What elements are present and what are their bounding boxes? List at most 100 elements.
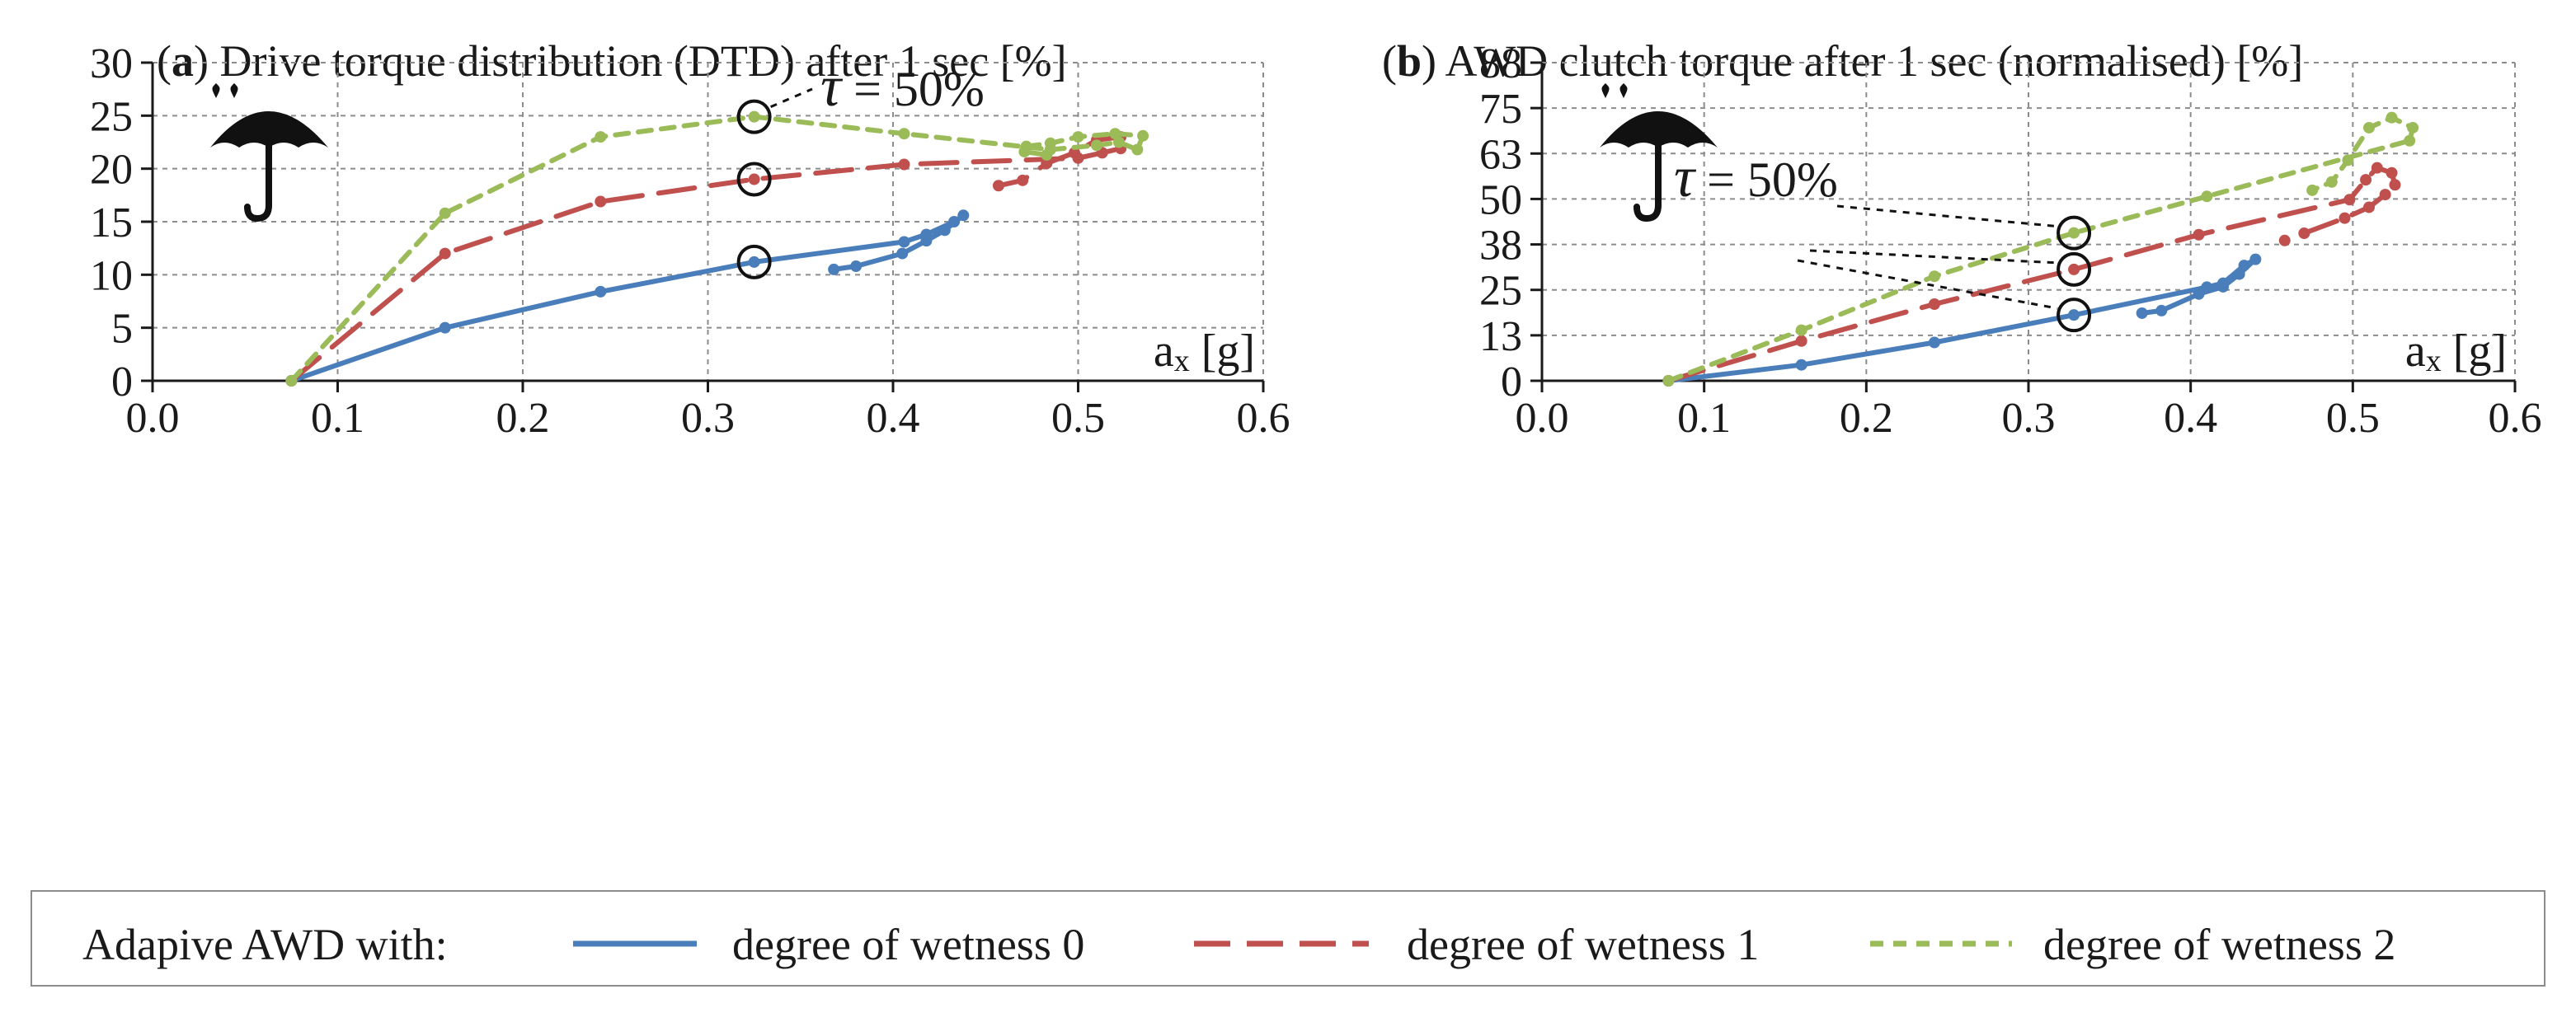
panel-b-x-tick-label: 0.3 (2002, 395, 2056, 442)
data-point-wet2 (2363, 121, 2375, 134)
panel-a-tau-label: τ = 50% (820, 55, 985, 119)
panel-a-y-tick-label: 20 (90, 147, 133, 194)
panel-b-tau-label: τ = 50% (1674, 146, 1838, 209)
panel-b-chart: (b) AWD clutch torque after 1 sec (norma… (1382, 36, 2542, 442)
panel-b-y-tick-label: 25 (1479, 268, 1522, 315)
panel-b-x-tick-label: 0.1 (1677, 395, 1731, 442)
data-point-wet2 (2325, 176, 2338, 188)
panel-b-grid (1542, 62, 2516, 381)
data-point-wet1 (2298, 227, 2310, 240)
data-point-wet0 (828, 263, 840, 275)
data-point-wet0 (2217, 280, 2229, 293)
data-point-wet2 (1090, 139, 1102, 152)
tau-marker-circle (736, 162, 772, 197)
panel-a-x-axis-label: ax [g] (1154, 326, 1255, 378)
data-point-wet0 (2249, 253, 2262, 265)
data-point-wet1 (2389, 179, 2401, 191)
legend-box (31, 890, 2545, 987)
legend-entry-wet2: degree of wetness 2 (2043, 920, 2395, 969)
panel-a-x-tick-label: 0.3 (681, 395, 735, 442)
panel-b-y-tick-label: 13 (1479, 313, 1522, 360)
data-point-wet2 (285, 375, 298, 387)
series-line-wet1 (289, 134, 1124, 383)
series-line-wet0 (1666, 256, 2259, 383)
data-point-wet0 (439, 321, 451, 334)
data-point-wet2 (748, 110, 760, 123)
data-point-wet0 (2201, 281, 2213, 293)
tau-marker-circle (2057, 298, 2092, 333)
panel-a-tau-annotation: τ = 50% (736, 55, 985, 279)
data-point-wet2 (2404, 134, 2416, 147)
data-point-wet2 (1131, 143, 1144, 156)
tau-marker-circle (2057, 251, 2092, 287)
data-point-wet0 (920, 235, 933, 247)
data-point-wet0 (748, 256, 760, 268)
data-point-wet0 (850, 260, 863, 273)
data-point-wet2 (1044, 137, 1056, 149)
panel-b-y-tick-label: 88 (1479, 40, 1522, 87)
data-point-wet1 (2386, 166, 2398, 179)
data-point-wet0 (2155, 304, 2168, 316)
panel-a-y-tick-label: 10 (90, 252, 133, 299)
panel-b-x-tick-label: 0.2 (1840, 395, 1893, 442)
data-point-wet1 (2339, 212, 2351, 224)
panel-b-x-tick-label: 0.5 (2326, 395, 2380, 442)
data-point-wet0 (2193, 288, 2205, 300)
panel-a-x-tick-label: 0.5 (1051, 395, 1105, 442)
panel-b-y-tick-label: 0 (1501, 359, 1522, 406)
data-point-wet1 (2379, 189, 2391, 201)
legend-entry-wet1: degree of wetness 1 (1407, 920, 1759, 969)
panel-a-chart: (a) Drive torque distribution (DTD) afte… (90, 36, 1290, 442)
data-point-wet1 (2193, 228, 2205, 241)
panel-b-y-tick-label: 63 (1479, 131, 1522, 178)
series-wet0-panel-a (285, 209, 970, 387)
panel-a-y-tick-label: 5 (111, 306, 133, 353)
data-point-wet1 (748, 173, 760, 185)
data-point-wet0 (1928, 336, 1940, 349)
panel-a-x-tick-label: 0.0 (126, 395, 180, 442)
data-point-wet0 (595, 285, 607, 298)
tau-leader-line (770, 87, 813, 108)
data-point-wet2 (1662, 375, 1675, 387)
series-line-wet2 (289, 114, 1146, 383)
data-point-wet2 (1137, 129, 1149, 142)
data-point-wet0 (1795, 359, 1807, 371)
legend-prefix: Adapive AWD with: (82, 920, 448, 969)
data-point-wet0 (2136, 307, 2148, 319)
panel-a-grid (153, 62, 1264, 381)
data-point-wet2 (2342, 154, 2354, 166)
umbrella-rain-icon (210, 83, 328, 223)
panel-a-title: (a) Drive torque distribution (DTD) afte… (157, 36, 1067, 86)
data-point-wet2 (1795, 324, 1807, 336)
data-point-wet1 (2068, 263, 2080, 275)
panel-a-y-tick-label: 15 (90, 199, 133, 246)
data-point-wet1 (1069, 147, 1081, 159)
data-point-wet1 (439, 247, 451, 260)
tau-marker-circle (736, 244, 772, 279)
tau-leader-line (1836, 204, 2058, 228)
data-point-wet2 (2407, 121, 2419, 134)
tau-leader-line (1797, 259, 2058, 310)
panel-b-tau-annotation: τ = 50% (1674, 146, 2092, 333)
data-point-wet1 (1041, 157, 1053, 170)
data-point-wet2 (1109, 128, 1121, 140)
series-wet1-panel-b (1662, 162, 2401, 387)
panel-b-title: (b) AWD clutch torque after 1 sec (norma… (1382, 36, 2303, 86)
panel-a-x-tick-label: 0.1 (311, 395, 364, 442)
data-point-wet2 (1072, 131, 1084, 143)
data-point-wet0 (948, 216, 961, 227)
data-point-wet2 (1041, 148, 1053, 161)
data-point-wet1 (595, 195, 607, 208)
data-point-wet0 (896, 247, 909, 260)
panel-b-x-tick-label: 0.0 (1516, 395, 1569, 442)
data-point-wet2 (1018, 146, 1031, 158)
panel-b-y-tick-label: 75 (1479, 86, 1522, 133)
legend-entry-wet0: degree of wetness 0 (732, 920, 1084, 969)
data-point-wet1 (1928, 298, 1940, 311)
data-point-wet2 (898, 128, 910, 140)
data-point-wet1 (1017, 174, 1029, 186)
panel-b-x-tick-label: 0.4 (2164, 395, 2217, 442)
data-point-wet0 (2068, 309, 2080, 321)
data-point-wet1 (898, 158, 910, 171)
